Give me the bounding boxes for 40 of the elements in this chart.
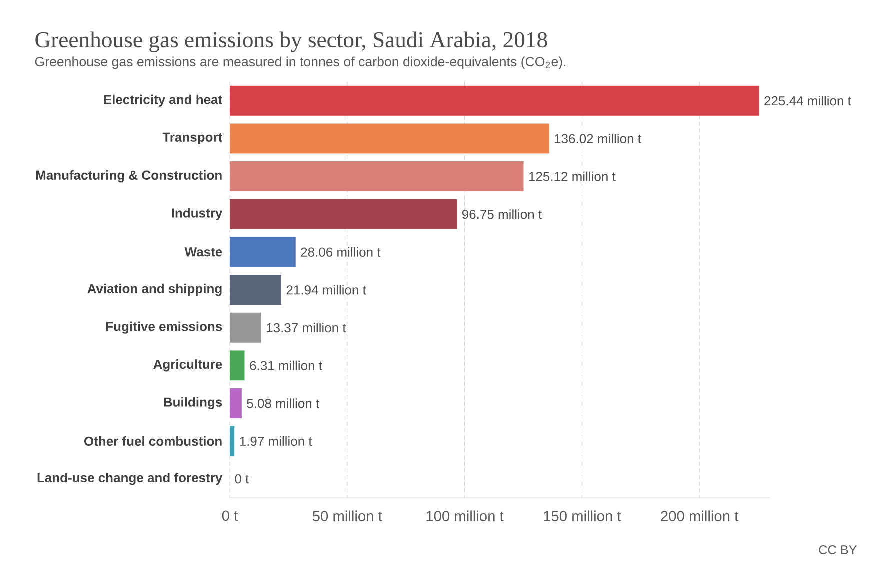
- bar: [230, 388, 242, 418]
- data-label: 28.06 million t: [301, 247, 381, 257]
- y-tick-label: Waste: [184, 248, 222, 257]
- bar: [230, 86, 760, 116]
- x-tick-label: 200 million t: [661, 510, 739, 522]
- data-label: 96.75 million t: [462, 210, 542, 220]
- y-tick-label: Land-use change and forestry: [38, 473, 223, 486]
- bar: [230, 199, 458, 230]
- data-label: 125.12 million t: [529, 172, 616, 182]
- y-tick-label: Electricity and heat: [104, 94, 222, 107]
- bar: [230, 350, 245, 381]
- bar: [230, 237, 296, 268]
- x-tick-label: 0 t: [222, 510, 238, 522]
- bar: [230, 162, 524, 192]
- bar: [230, 312, 262, 343]
- data-label: 0 t: [235, 474, 250, 484]
- bar: [230, 275, 282, 306]
- data-label: 13.37 million t: [267, 323, 346, 333]
- bar: [230, 124, 550, 154]
- text: CC BY: [819, 546, 858, 554]
- chart-title: Greenhouse gas emissions by sector, Saudi Arabia, 2018: [36, 32, 548, 52]
- x-tick-label: 150 million t: [544, 510, 622, 522]
- data-label: 136.02 million t: [555, 134, 642, 144]
- y-tick-label: Fugitive emissions: [106, 322, 222, 334]
- data-label: 21.94 million t: [286, 285, 366, 295]
- data-label: 225.44 million t: [764, 96, 852, 106]
- y-tick-label: Transport: [162, 132, 222, 145]
- data-label: 6.31 million t: [250, 360, 322, 370]
- bar: [230, 426, 235, 456]
- chart-subtitle: Greenhouse gas emissions are measured in tonnes of carbon dioxide-equivalents (CO$_{2}$e).: [35, 56, 566, 70]
- y-tick-label: Buildings: [164, 397, 222, 410]
- x-tick-label: 50 million t: [312, 510, 382, 522]
- y-tick-label: Other fuel combustion: [84, 436, 222, 446]
- y-tick-label: Aviation and shipping: [88, 284, 222, 296]
- x-tick-label: 100 million t: [426, 510, 504, 522]
- y-tick-label: Manufacturing & Construction: [36, 170, 222, 183]
- data-label: 1.97 million t: [240, 436, 312, 446]
- y-tick-label: Industry: [172, 208, 223, 220]
- y-tick-label: Agriculture: [154, 360, 222, 372]
- data-label: 5.08 million t: [247, 398, 320, 408]
